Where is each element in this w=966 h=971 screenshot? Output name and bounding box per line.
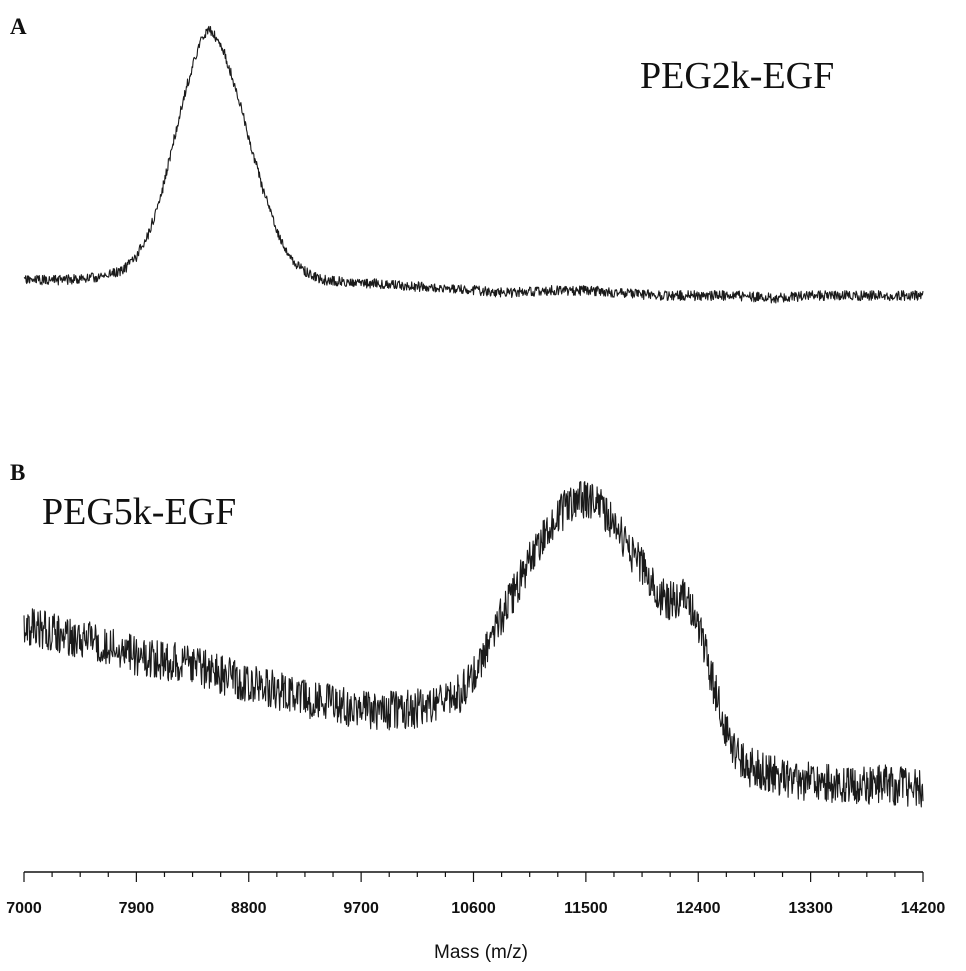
panel-name-a: PEG2k-EGF xyxy=(640,55,834,97)
x-tick-label: 9700 xyxy=(343,900,379,917)
panel-letter-a: A xyxy=(10,14,27,39)
x-tick-label: 7900 xyxy=(119,900,155,917)
x-tick-label: 11500 xyxy=(564,900,608,917)
x-tick-label: 12400 xyxy=(676,900,721,917)
x-tick-label: 8800 xyxy=(231,900,267,917)
x-axis: 7000 7900 8800 9700 10600 11500 12400 13300 1420… xyxy=(6,871,946,963)
series-line-peg2k-egf xyxy=(23,25,924,304)
x-tick-label: 13300 xyxy=(788,900,833,917)
x-axis-title: Mass (m/z) xyxy=(434,942,528,963)
panel-b: B PEG5k-EGF xyxy=(10,460,924,808)
series-line-peg5k-egf xyxy=(23,481,924,808)
panel-name-b: PEG5k-EGF xyxy=(42,491,236,533)
panel-a: A PEG2k-EGF xyxy=(10,14,924,304)
panel-letter-b: B xyxy=(10,460,25,485)
x-tick-label: 10600 xyxy=(451,900,496,917)
x-tick-label: 14200 xyxy=(901,900,946,917)
x-tick-label: 7000 xyxy=(6,900,42,917)
